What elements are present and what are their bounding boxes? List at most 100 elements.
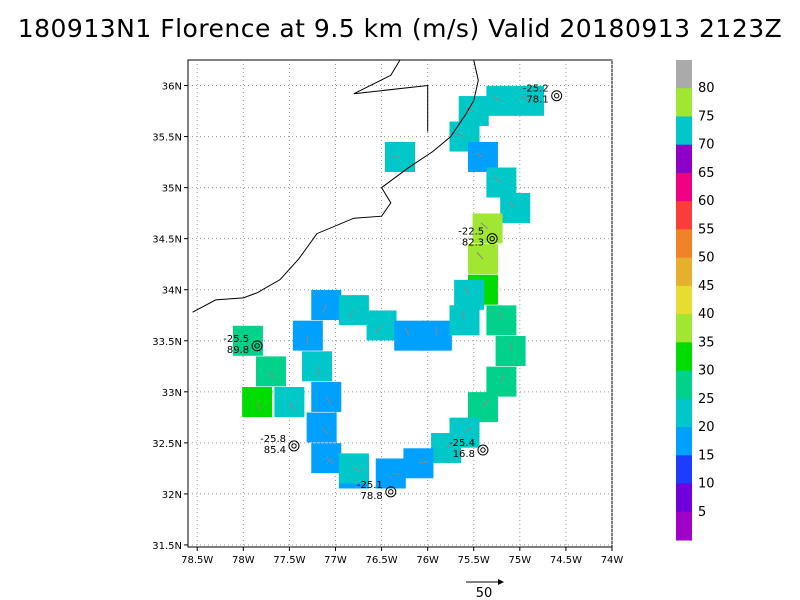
reference-vector-label: 50 bbox=[476, 586, 493, 600]
x-tick-label: 76W bbox=[416, 555, 439, 566]
wind-vector bbox=[464, 286, 470, 296]
wind-vector bbox=[325, 457, 334, 464]
observation-label-2: 78.1 bbox=[526, 95, 548, 106]
coastline bbox=[192, 59, 479, 313]
wind-vector bbox=[288, 401, 294, 411]
wind-vector bbox=[390, 472, 400, 475]
wind-vector bbox=[510, 341, 512, 352]
wind-vector bbox=[322, 304, 327, 314]
x-tick-label: 75.5W bbox=[458, 555, 490, 566]
colorbar-swatch bbox=[676, 172, 692, 202]
colorbar-label: 45 bbox=[698, 279, 715, 294]
wind-vector bbox=[461, 311, 466, 321]
colorbar-label: 5 bbox=[698, 505, 706, 520]
colorbar: 5 10 15 20 25 30 35 40 45 50 55 60 65 70 75 80 bbox=[676, 60, 715, 541]
observation-dot bbox=[254, 343, 260, 349]
reference-vector: 50 bbox=[466, 579, 504, 600]
observation-label-2: 78.8 bbox=[361, 491, 383, 502]
x-tick-label: 78.5W bbox=[181, 555, 213, 566]
observation-dot bbox=[489, 235, 495, 242]
colorbar-label: 25 bbox=[698, 392, 715, 407]
observation-ring bbox=[288, 440, 300, 452]
x-tick-label: 77.5W bbox=[273, 555, 305, 566]
colorbar-swatch bbox=[676, 314, 692, 343]
colorbar-swatch bbox=[676, 285, 692, 315]
observation-ring bbox=[551, 90, 563, 102]
observation-dot bbox=[388, 489, 394, 495]
wind-vector bbox=[316, 366, 320, 376]
observation-ring bbox=[477, 444, 489, 456]
observation-label-2: 89.8 bbox=[227, 345, 249, 356]
colorbar-label: 50 bbox=[698, 251, 715, 266]
colorbar-label: 40 bbox=[698, 307, 715, 322]
y-tick-label: 31.5N bbox=[152, 541, 182, 552]
wind-vector bbox=[493, 176, 502, 183]
x-tick-label: 76.5W bbox=[365, 555, 397, 566]
y-tick-label: 35N bbox=[162, 184, 182, 195]
chart-title: 180913N1 Florence at 9.5 km (m/s) Valid … bbox=[17, 14, 783, 43]
colorbar-label: 65 bbox=[698, 166, 715, 181]
wind-vector bbox=[256, 401, 261, 411]
y-tick-label: 36N bbox=[162, 82, 182, 93]
wind-vector bbox=[435, 326, 438, 336]
observation-ring bbox=[385, 486, 397, 498]
colorbar-swatch bbox=[676, 342, 692, 372]
coastline-segment bbox=[192, 59, 479, 313]
y-tick-label: 32N bbox=[162, 490, 182, 501]
wind-vector bbox=[418, 461, 428, 464]
colorbar-label: 55 bbox=[698, 222, 715, 237]
colorbar-swatch bbox=[676, 455, 692, 485]
colorbar-swatch bbox=[676, 144, 692, 174]
wind-vector bbox=[445, 443, 455, 449]
wind-vector bbox=[476, 252, 484, 260]
observation-markers: -25.278.1 -22.582.3 -25.589.8 -25.885.4 -25.… bbox=[223, 84, 563, 502]
wind-speed-band bbox=[232, 85, 545, 489]
wind-vector bbox=[321, 427, 329, 435]
observation-label-1: -22.5 bbox=[458, 227, 484, 238]
observation-dot bbox=[291, 443, 297, 449]
colorbar-label: 10 bbox=[698, 477, 715, 492]
coastline-segment bbox=[353, 59, 429, 132]
wind-vector bbox=[404, 327, 410, 336]
colorbar-swatch bbox=[676, 427, 692, 456]
colorbar-swatch bbox=[676, 116, 692, 146]
colorbar-swatch bbox=[676, 257, 692, 287]
colorbar-swatch bbox=[676, 88, 692, 117]
observation-label-2: 82.3 bbox=[462, 238, 484, 249]
wind-vector bbox=[521, 95, 530, 102]
wind-vector bbox=[455, 133, 465, 138]
wind-vector bbox=[270, 371, 274, 381]
wind-vector bbox=[493, 96, 502, 102]
observation-label-2: 16.8 bbox=[453, 449, 475, 460]
wind-vector bbox=[500, 372, 505, 382]
colorbar-label: 60 bbox=[698, 194, 715, 209]
observation-ring bbox=[486, 233, 498, 245]
colorbar-label: 15 bbox=[698, 448, 715, 463]
colorbar-swatch bbox=[676, 398, 692, 428]
colorbar-swatch bbox=[676, 201, 692, 230]
colorbar-label: 75 bbox=[698, 109, 715, 124]
y-tick-label: 32.5N bbox=[152, 439, 182, 450]
wind-vector bbox=[464, 426, 472, 434]
y-axis-ticks: 31.5N 32N 32.5N 33N 33.5N 34N 34.5N 35N 35.5N 36N bbox=[152, 82, 188, 552]
wind-vector bbox=[474, 152, 484, 158]
observation-label-1: -25.5 bbox=[223, 334, 249, 345]
x-tick-label: 74W bbox=[601, 555, 624, 566]
observation-ring bbox=[251, 340, 263, 352]
observation-label-1: -25.4 bbox=[449, 438, 475, 449]
y-tick-label: 33N bbox=[162, 388, 182, 399]
wind-vector bbox=[508, 201, 516, 209]
wind-vector bbox=[482, 399, 489, 408]
x-tick-label: 78W bbox=[232, 555, 255, 566]
wind-vector bbox=[499, 311, 502, 321]
y-tick-label: 34N bbox=[162, 286, 182, 297]
observation-dot bbox=[553, 93, 560, 99]
observation-dot bbox=[480, 447, 486, 453]
y-tick-label: 33.5N bbox=[152, 337, 182, 348]
colorbar-swatch bbox=[676, 229, 692, 259]
colorbar-swatch bbox=[676, 60, 692, 89]
wind-vector bbox=[353, 467, 363, 473]
colorbar-label: 20 bbox=[698, 420, 715, 435]
colorbar-label: 70 bbox=[698, 138, 715, 153]
